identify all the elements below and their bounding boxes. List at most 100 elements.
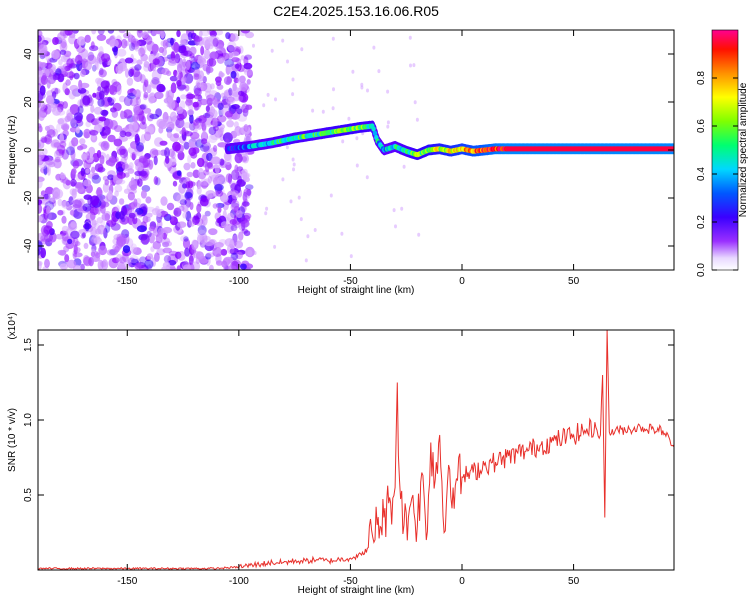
noise-blob: [56, 109, 66, 116]
noise-blob: [207, 161, 214, 170]
noise-blob: [143, 79, 149, 88]
noise-blob: [127, 168, 135, 174]
noise-blob: [140, 233, 150, 245]
noise-blob: [124, 68, 130, 78]
noise-blob: [299, 217, 303, 222]
noise-blob: [120, 157, 127, 165]
noise-blob: [300, 47, 304, 52]
y-tick-label: 40: [23, 48, 34, 60]
noise-blob: [355, 136, 359, 141]
noise-blob: [167, 60, 177, 66]
noise-blob: [184, 191, 193, 199]
noise-blob: [130, 152, 138, 160]
noise-blob: [196, 157, 205, 168]
noise-blob: [118, 95, 126, 103]
noise-blob: [172, 141, 181, 152]
noise-blob: [351, 69, 355, 74]
noise-blob: [331, 106, 335, 111]
noise-blob: [201, 138, 208, 145]
noise-blob: [166, 70, 172, 77]
noise-blob: [214, 242, 224, 248]
noise-blob: [44, 125, 51, 131]
noise-blob: [46, 165, 51, 176]
noise-blob: [57, 209, 64, 216]
noise-blob: [162, 241, 170, 248]
noise-blob: [132, 247, 142, 256]
noise-blob: [44, 193, 49, 200]
noise-blob: [190, 61, 201, 70]
noise-blob: [93, 106, 103, 115]
noise-blob: [377, 69, 381, 74]
noise-blob: [133, 112, 138, 124]
noise-blob: [265, 206, 269, 211]
noise-blob: [128, 162, 134, 170]
noise-blob: [225, 32, 231, 40]
noise-blob: [106, 249, 116, 256]
noise-blob: [40, 234, 50, 242]
noise-blob: [113, 138, 123, 147]
noise-blob: [149, 113, 160, 120]
noise-blob: [124, 131, 132, 137]
noise-blob: [41, 40, 49, 46]
noise-blob: [97, 163, 104, 174]
noise-blob: [166, 102, 175, 108]
noise-blob: [57, 32, 66, 41]
noise-blob: [98, 116, 107, 122]
noise-blob: [98, 245, 107, 256]
noise-blob: [193, 119, 199, 126]
spectrogram-x-axis-label: Height of straight line (km): [298, 285, 415, 296]
noise-blob: [90, 104, 95, 113]
spectrogram-x-ticks: -150 -100 -50 0 50: [117, 30, 580, 287]
noise-blob: [89, 130, 99, 136]
noise-blob: [127, 92, 136, 100]
y-tick-label: -20: [23, 190, 34, 205]
noise-blob: [152, 240, 161, 250]
noise-blob: [218, 57, 225, 64]
noise-blob: [197, 181, 202, 189]
noise-blob: [114, 184, 123, 193]
noise-blob: [66, 109, 73, 120]
noise-blob: [242, 201, 250, 207]
noise-blob: [91, 200, 99, 207]
noise-blob: [69, 127, 78, 133]
noise-blob: [96, 217, 104, 224]
noise-blob: [72, 199, 82, 209]
noise-blob: [54, 157, 61, 163]
noise-blob: [100, 109, 109, 116]
noise-blob: [264, 211, 268, 216]
noise-blob: [130, 177, 135, 187]
noise-blob: [131, 152, 136, 161]
noise-blob: [240, 30, 251, 34]
noise-blob: [41, 137, 51, 143]
noise-blob: [144, 259, 154, 269]
noise-blob: [57, 73, 65, 83]
noise-blob: [40, 136, 48, 144]
noise-blob: [88, 146, 96, 156]
noise-blob: [246, 69, 253, 79]
noise-blob: [57, 118, 65, 125]
noise-blob: [144, 34, 151, 41]
noise-blob: [205, 43, 214, 50]
noise-blob: [69, 209, 75, 216]
noise-blob: [158, 120, 168, 130]
noise-blob: [79, 138, 86, 145]
noise-blob: [226, 75, 233, 84]
noise-blob: [51, 49, 60, 60]
figure-title: C2E4.2025.153.16.06.R05: [273, 3, 439, 19]
y-tick-label: -40: [23, 238, 34, 253]
x-tick-label: -50: [343, 576, 358, 587]
noise-blob: [217, 102, 224, 111]
noise-blob: [97, 98, 105, 107]
noise-blob: [243, 69, 253, 76]
noise-blob: [200, 214, 207, 222]
noise-blob: [306, 234, 310, 239]
noise-blob: [394, 224, 397, 229]
noise-blob: [103, 85, 110, 96]
noise-blob: [73, 244, 78, 255]
noise-blob: [372, 45, 376, 50]
noise-blob: [65, 79, 71, 86]
noise-blob: [149, 148, 159, 159]
noise-blob: [214, 183, 224, 191]
noise-blob: [75, 119, 84, 127]
noise-blob: [274, 97, 277, 102]
